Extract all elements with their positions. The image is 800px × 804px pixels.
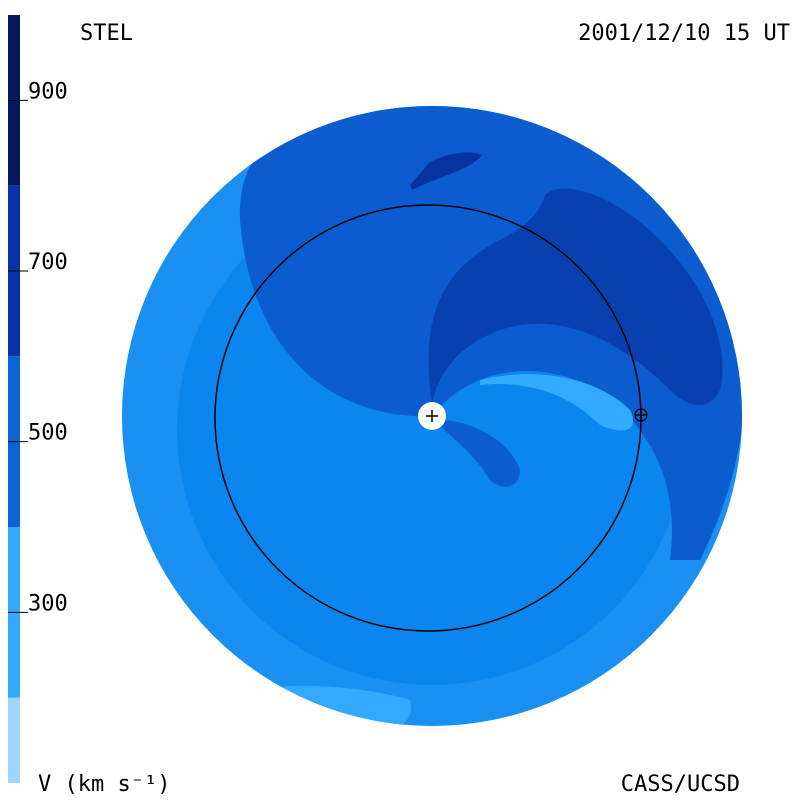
earth-marker — [635, 409, 647, 421]
colorbar-tick-label: 500 — [28, 421, 68, 446]
observatory-label: STEL — [80, 21, 133, 46]
fast-wind-region — [428, 188, 723, 405]
colorbar-tick-label: 300 — [28, 591, 68, 616]
colorbar-tick-label: 900 — [28, 79, 68, 104]
colorbar-tick-label: 700 — [28, 250, 68, 275]
slow-wind-region — [480, 374, 634, 431]
fast-wind-region — [440, 420, 520, 487]
sun-marker — [426, 410, 438, 422]
colorbar-label: V (km s⁻¹) — [38, 772, 170, 797]
colorbar-band — [8, 697, 20, 783]
colorbar: 300 500 700 900 — [8, 15, 68, 783]
velocity-disk — [122, 106, 742, 726]
credit: CASS/UCSD — [621, 772, 740, 797]
fast-wind-region — [410, 152, 482, 190]
timestamp: 2001/12/10 15 UT — [578, 21, 790, 46]
